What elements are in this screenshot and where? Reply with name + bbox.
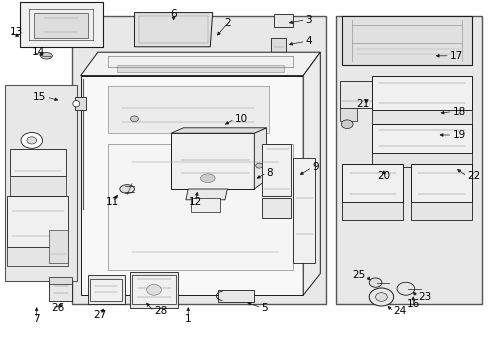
Text: 11: 11 (105, 197, 119, 207)
Ellipse shape (375, 293, 386, 301)
Ellipse shape (200, 174, 215, 183)
Text: 25: 25 (352, 270, 365, 280)
Ellipse shape (120, 185, 134, 193)
Text: 8: 8 (266, 168, 273, 178)
Text: 3: 3 (305, 15, 312, 25)
Ellipse shape (41, 53, 52, 59)
Polygon shape (410, 164, 471, 202)
Ellipse shape (396, 282, 414, 295)
Text: 5: 5 (261, 303, 268, 313)
Polygon shape (339, 81, 373, 108)
Bar (5, 85, 77, 281)
Polygon shape (371, 153, 471, 167)
Ellipse shape (341, 120, 352, 129)
Polygon shape (342, 202, 403, 220)
Polygon shape (171, 133, 254, 189)
Polygon shape (107, 144, 293, 270)
Text: 24: 24 (393, 306, 406, 316)
Ellipse shape (21, 132, 42, 148)
Polygon shape (132, 275, 176, 304)
Text: 10: 10 (234, 114, 247, 124)
Polygon shape (342, 164, 403, 202)
Polygon shape (342, 16, 471, 65)
Polygon shape (171, 128, 266, 133)
Polygon shape (10, 149, 66, 176)
Polygon shape (271, 38, 285, 52)
Polygon shape (303, 52, 320, 295)
Polygon shape (217, 290, 254, 302)
Polygon shape (7, 196, 68, 247)
Polygon shape (190, 198, 220, 212)
Text: 19: 19 (451, 130, 465, 140)
Bar (72, 16, 325, 304)
Text: 7: 7 (33, 314, 40, 324)
Text: 21: 21 (355, 99, 369, 109)
Polygon shape (273, 14, 293, 27)
Ellipse shape (255, 163, 262, 168)
Polygon shape (261, 198, 290, 218)
Polygon shape (339, 108, 356, 121)
Text: 26: 26 (51, 303, 64, 313)
Polygon shape (88, 275, 124, 304)
Polygon shape (107, 86, 268, 133)
Polygon shape (49, 279, 72, 301)
Polygon shape (10, 176, 66, 196)
Polygon shape (90, 279, 122, 301)
Ellipse shape (368, 278, 381, 287)
Ellipse shape (73, 100, 80, 107)
Polygon shape (7, 247, 68, 266)
Text: 22: 22 (466, 171, 479, 181)
Text: 9: 9 (311, 162, 318, 172)
Text: 6: 6 (170, 9, 177, 19)
Text: 20: 20 (377, 171, 389, 181)
Text: 13: 13 (10, 27, 23, 37)
Text: 1: 1 (184, 314, 191, 324)
Ellipse shape (368, 288, 393, 306)
Text: 15: 15 (33, 92, 46, 102)
Bar (336, 16, 481, 304)
Polygon shape (185, 189, 227, 200)
Polygon shape (293, 158, 315, 263)
Polygon shape (371, 110, 471, 124)
Ellipse shape (27, 137, 37, 144)
Polygon shape (261, 144, 290, 196)
Polygon shape (129, 272, 178, 308)
Polygon shape (20, 2, 102, 47)
Polygon shape (49, 277, 72, 284)
Text: 2: 2 (224, 18, 230, 28)
Ellipse shape (146, 284, 161, 295)
Polygon shape (81, 52, 320, 76)
Text: 14: 14 (32, 47, 45, 57)
Text: 17: 17 (449, 51, 462, 61)
Ellipse shape (130, 116, 138, 122)
Polygon shape (117, 65, 283, 72)
Polygon shape (49, 230, 68, 263)
Text: 28: 28 (154, 306, 167, 316)
Text: 27: 27 (93, 310, 107, 320)
Polygon shape (81, 76, 303, 295)
Text: 4: 4 (305, 36, 312, 46)
Polygon shape (75, 97, 85, 110)
Text: 12: 12 (188, 197, 202, 207)
Polygon shape (134, 13, 212, 47)
Polygon shape (34, 13, 88, 38)
Text: 23: 23 (417, 292, 430, 302)
Polygon shape (410, 202, 471, 220)
Polygon shape (371, 76, 471, 110)
Text: 16: 16 (406, 299, 419, 309)
Polygon shape (371, 124, 471, 153)
Polygon shape (254, 128, 266, 189)
Text: 18: 18 (451, 107, 465, 117)
